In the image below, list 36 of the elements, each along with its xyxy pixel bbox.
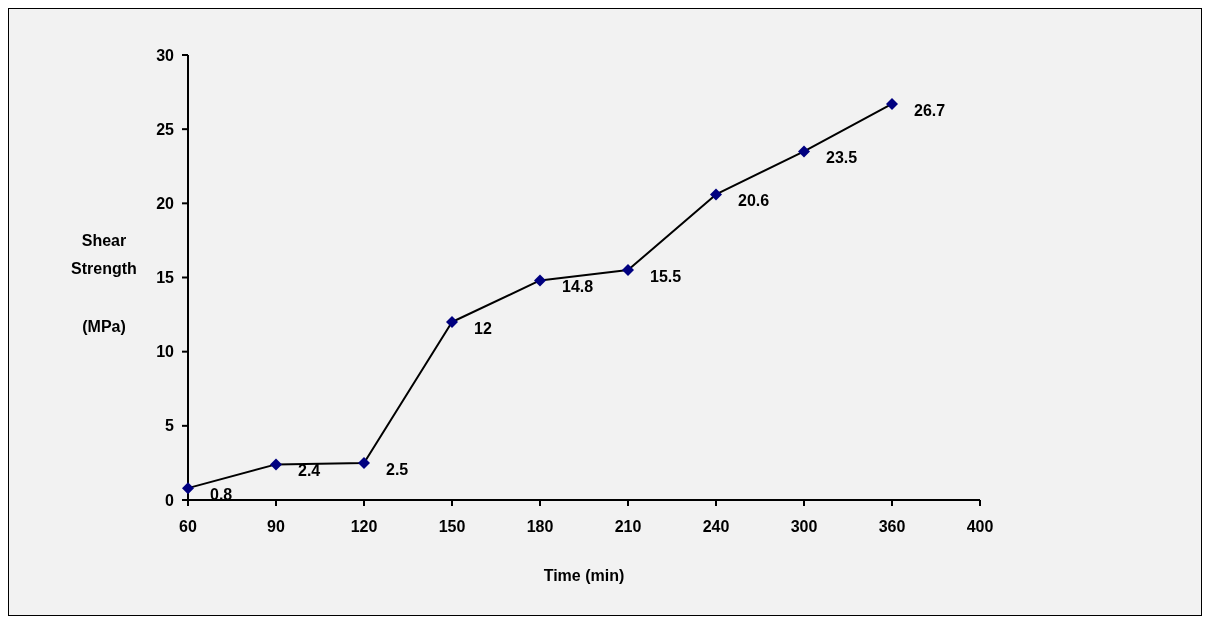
point bbox=[446, 316, 458, 328]
data-label: 26.7 bbox=[914, 101, 946, 119]
data-label: 2.4 bbox=[298, 462, 321, 480]
x-axis-title: Time (min) bbox=[543, 567, 625, 584]
x-tick-label: 150 bbox=[438, 518, 466, 535]
data-label: 15.5 bbox=[650, 268, 682, 286]
x-tick-label: 360 bbox=[878, 518, 906, 535]
point bbox=[270, 458, 282, 471]
text: Shear Strength (MPa) bbox=[71, 232, 137, 335]
x-tick-label: 60 bbox=[179, 518, 197, 535]
point bbox=[622, 264, 634, 277]
point bbox=[886, 97, 898, 110]
x-tick-label: 90 bbox=[267, 518, 285, 535]
y-tick-label: 25 bbox=[156, 120, 175, 138]
y-tick-label: 20 bbox=[156, 194, 175, 212]
point bbox=[534, 274, 546, 287]
x-tick-label: 210 bbox=[614, 518, 642, 535]
point bbox=[358, 456, 370, 469]
point bbox=[182, 482, 194, 495]
y-tick-label: 0 bbox=[165, 491, 175, 509]
x-tick-label: 120 bbox=[350, 518, 378, 535]
data-label: 12 bbox=[474, 320, 492, 337]
data-label: 14.8 bbox=[562, 278, 594, 296]
x-tick-label: 240 bbox=[702, 518, 730, 535]
x-tick-label: 400 bbox=[966, 518, 994, 535]
point bbox=[710, 188, 722, 201]
y-tick-label: 5 bbox=[165, 417, 175, 435]
point bbox=[798, 145, 810, 158]
data-label: 2.5 bbox=[386, 460, 409, 478]
y-tick-label: 15 bbox=[156, 269, 175, 287]
x-tick-label: 180 bbox=[526, 518, 554, 535]
data-label: 23.5 bbox=[826, 149, 858, 167]
data-label: 20.6 bbox=[738, 192, 770, 210]
y-tick-label: 10 bbox=[156, 343, 175, 361]
y-tick-label: 30 bbox=[156, 46, 175, 64]
x-tick-label: 300 bbox=[790, 518, 818, 535]
